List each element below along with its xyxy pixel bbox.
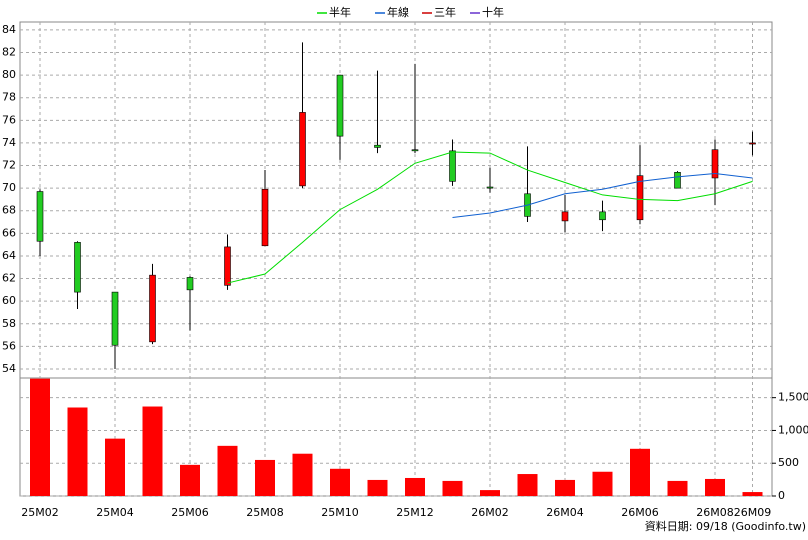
volume-bar bbox=[667, 480, 688, 496]
y-tick-label: 58 bbox=[2, 317, 16, 330]
y2-tick-label: 500 bbox=[778, 456, 799, 469]
y-tick-label: 76 bbox=[2, 113, 16, 126]
y-tick-label: 84 bbox=[2, 23, 16, 36]
volume-bar bbox=[142, 406, 163, 496]
x-tick-label: 26M08 bbox=[696, 506, 734, 519]
x-tick-label: 26M02 bbox=[471, 506, 509, 519]
volume-bar bbox=[517, 474, 538, 496]
volume-bar bbox=[255, 459, 275, 496]
volume-bar bbox=[405, 477, 425, 496]
y-tick-label: 62 bbox=[2, 272, 16, 285]
candle-body bbox=[111, 291, 119, 346]
y-tick-label: 56 bbox=[2, 339, 16, 352]
volume-bar bbox=[30, 378, 50, 496]
candle-body bbox=[636, 175, 644, 221]
candle-body bbox=[186, 277, 194, 291]
candle-body bbox=[749, 142, 756, 145]
volume-bar bbox=[555, 479, 575, 496]
volume-bar bbox=[67, 407, 88, 496]
candle-body bbox=[374, 144, 381, 148]
x-tick-label: 25M08 bbox=[246, 506, 284, 519]
volume-bar bbox=[292, 453, 313, 496]
candle-body bbox=[411, 149, 419, 152]
legend-label: 半年 bbox=[329, 5, 351, 19]
y-tick-label: 78 bbox=[2, 91, 16, 104]
candle-body bbox=[149, 274, 156, 343]
volume-bar bbox=[630, 448, 650, 496]
legend-label: 三年 bbox=[434, 5, 456, 19]
volume-bar bbox=[330, 468, 350, 496]
x-tick-label: 25M10 bbox=[321, 506, 359, 519]
candle-body bbox=[74, 242, 81, 293]
x-tick-label: 26M04 bbox=[546, 506, 584, 519]
legend-label: 十年 bbox=[482, 5, 504, 19]
y2-tick-label: 1,500 bbox=[778, 391, 808, 404]
y-tick-label: 82 bbox=[2, 46, 16, 59]
legend-label: 年線 bbox=[387, 5, 409, 19]
x-tick-label: 25M04 bbox=[96, 506, 134, 519]
y-tick-label: 80 bbox=[2, 68, 16, 81]
volume-bar bbox=[442, 480, 463, 496]
y-tick-label: 70 bbox=[2, 181, 16, 194]
y-tick-label: 54 bbox=[2, 362, 16, 375]
footnote: 資料日期: 09/18 (Goodinfo.tw) bbox=[645, 519, 806, 533]
x-tick-label: 25M12 bbox=[396, 506, 434, 519]
x-tick-label: 25M06 bbox=[171, 506, 209, 519]
y2-tick-label: 1,000 bbox=[778, 423, 808, 436]
candle-body bbox=[449, 150, 456, 182]
y-tick-label: 68 bbox=[2, 204, 16, 217]
candle-body bbox=[674, 172, 681, 189]
candle-body bbox=[36, 191, 44, 242]
volume-bar bbox=[367, 479, 388, 496]
volume-bar bbox=[742, 492, 763, 496]
candle-body bbox=[711, 149, 719, 179]
y-tick-label: 60 bbox=[2, 294, 16, 307]
volume-bar bbox=[705, 478, 725, 496]
candle-body bbox=[599, 211, 606, 221]
candle-body bbox=[336, 74, 344, 137]
plot-frame bbox=[19, 21, 773, 497]
x-tick-label: 26M09 bbox=[734, 506, 772, 519]
candle-body bbox=[561, 211, 569, 222]
candle-body bbox=[261, 188, 269, 247]
ma-line bbox=[452, 172, 753, 219]
volume-bar bbox=[180, 464, 200, 496]
candle-body bbox=[299, 112, 306, 187]
volume-bar bbox=[217, 445, 238, 496]
volume-bar bbox=[105, 438, 125, 496]
y-tick-label: 66 bbox=[2, 226, 16, 239]
x-tick-label: 26M06 bbox=[621, 506, 659, 519]
y-tick-label: 64 bbox=[2, 249, 16, 262]
x-tick-label: 25M02 bbox=[21, 506, 59, 519]
candle-body bbox=[224, 246, 231, 286]
ma-line bbox=[227, 151, 753, 284]
y-tick-label: 74 bbox=[2, 136, 16, 149]
candle-body bbox=[486, 186, 494, 189]
y-tick-label: 72 bbox=[2, 159, 16, 172]
volume-bar bbox=[592, 471, 613, 496]
y2-tick-label: 0 bbox=[778, 489, 785, 502]
volume-bar bbox=[480, 490, 500, 496]
